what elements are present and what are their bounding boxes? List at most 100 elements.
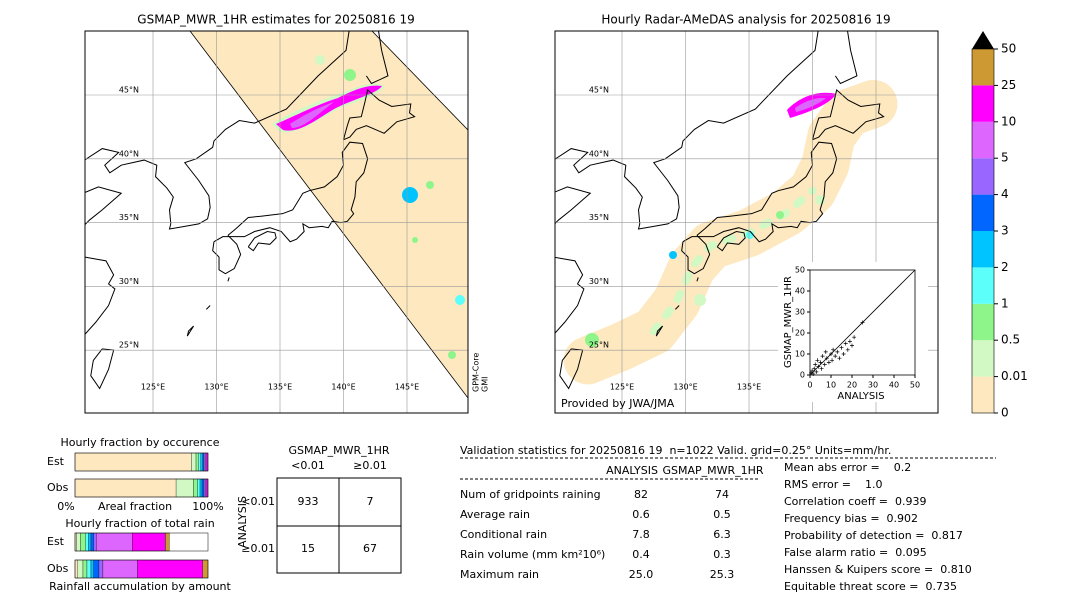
fraction-segment: [132, 532, 166, 552]
row-header: ≥0.01: [241, 542, 275, 555]
axis-title: Areal fraction: [98, 500, 172, 513]
coastline: [681, 236, 711, 275]
colorbar-segment: [972, 303, 994, 341]
col-header: ≥0.01: [353, 459, 387, 472]
lat-label: 30°N: [589, 277, 609, 286]
point: [829, 352, 833, 356]
coastline: [227, 141, 369, 243]
coastline: [343, 88, 416, 141]
stat-value: 0.3: [713, 548, 731, 561]
credit: Provided by JWA/JMA: [561, 397, 675, 410]
rain-core2: [290, 102, 334, 128]
fraction-segment: [203, 452, 206, 472]
x-axis-title: ANALYSIS: [837, 391, 884, 402]
coastline: [696, 277, 699, 282]
row-header: <0.01: [241, 495, 275, 508]
colorbar-segment: [972, 267, 994, 304]
rain-cell: [669, 251, 677, 259]
col-header: <0.01: [291, 459, 325, 472]
lat-label: 40°N: [119, 149, 139, 158]
col-header: GSMAP_MWR_1HR: [662, 464, 763, 477]
point: [816, 364, 821, 369]
point: [824, 356, 829, 361]
score: Equitable threat score = 0.735: [784, 580, 957, 593]
lon-label: 125°E: [610, 383, 634, 392]
score: RMS error = 1.0: [784, 478, 882, 491]
map-frame: [554, 30, 939, 414]
stat-value: 82: [634, 488, 648, 501]
score: False alarm ratio = 0.095: [784, 546, 927, 559]
lon-label: 130°E: [673, 383, 697, 392]
colorbar-label: 3: [1001, 224, 1009, 238]
axis-right: 100%: [192, 500, 223, 513]
fraction-segment: [76, 532, 81, 552]
colorbar-segment: [972, 376, 994, 413]
lon-label: 145°E: [395, 383, 419, 392]
map-title: GSMAP_MWR_1HR estimates for 20250816 19: [137, 13, 414, 27]
fraction-segment: [205, 478, 207, 498]
point: [811, 371, 816, 376]
rain-cell: [448, 351, 456, 359]
rain-cell: [344, 69, 356, 81]
point: [820, 354, 825, 359]
fraction-segment: [93, 559, 100, 579]
lat-label: 35°N: [589, 213, 609, 222]
axis-left: 0%: [57, 500, 74, 513]
colorbar-segment: [972, 85, 994, 122]
map-layer: [555, 31, 938, 413]
light-rain: [649, 186, 817, 336]
axis-title: Rainfall accumulation by amount: [49, 580, 231, 593]
coastline: [555, 186, 592, 334]
coastline: [186, 325, 195, 337]
rain-cell: [455, 295, 465, 305]
row-label: Obs: [47, 481, 69, 494]
colorbar-label: 4: [1001, 187, 1009, 201]
point: [819, 366, 824, 371]
colorbar-label: 2: [1001, 260, 1009, 274]
fraction-segment: [195, 452, 199, 472]
coastline: [716, 231, 746, 252]
point: [845, 347, 850, 352]
point: [835, 349, 840, 354]
table-cell: 7: [367, 495, 374, 508]
row-label: Obs: [47, 562, 69, 575]
stat-label: Conditional rain: [460, 528, 547, 541]
fraction-segment: [198, 452, 201, 472]
point: [833, 354, 838, 359]
rain-cell: [426, 181, 434, 189]
point: [837, 356, 842, 361]
fraction-segment: [74, 478, 177, 498]
lat-label: 35°N: [119, 213, 139, 222]
fraction-segment: [175, 478, 194, 498]
fraction-segment: [165, 532, 170, 552]
fraction-segment: [96, 532, 133, 552]
fraction-segment: [88, 532, 92, 552]
coastline: [365, 31, 389, 85]
bar-frame: [74, 559, 209, 579]
fraction-segment: [205, 452, 207, 472]
colorbar-segment: [972, 340, 994, 377]
point: [831, 347, 836, 352]
stat-value: 7.8: [632, 528, 650, 541]
coastline: [555, 31, 819, 230]
coastline: [85, 31, 350, 230]
point: [830, 358, 835, 363]
bar-frame: [74, 478, 209, 498]
fraction-segment: [200, 452, 203, 472]
y-tick-label: 40: [795, 287, 805, 296]
table-cell: 15: [301, 542, 315, 555]
coastline: [247, 231, 277, 252]
stat-label: Rain volume (mm km²10⁶): [460, 548, 605, 561]
point: [826, 360, 831, 365]
fraction-segment: [199, 478, 203, 498]
colorbar-label: 1: [1001, 296, 1009, 310]
fraction-segment: [203, 478, 206, 498]
point: [818, 360, 823, 365]
map-title: Hourly Radar-AMeDAS analysis for 2025081…: [601, 13, 890, 27]
coastline: [227, 277, 230, 282]
lat-label: 40°N: [589, 149, 609, 158]
lon-label: 135°E: [268, 383, 292, 392]
table-cell: 67: [363, 542, 377, 555]
point: [812, 366, 817, 371]
